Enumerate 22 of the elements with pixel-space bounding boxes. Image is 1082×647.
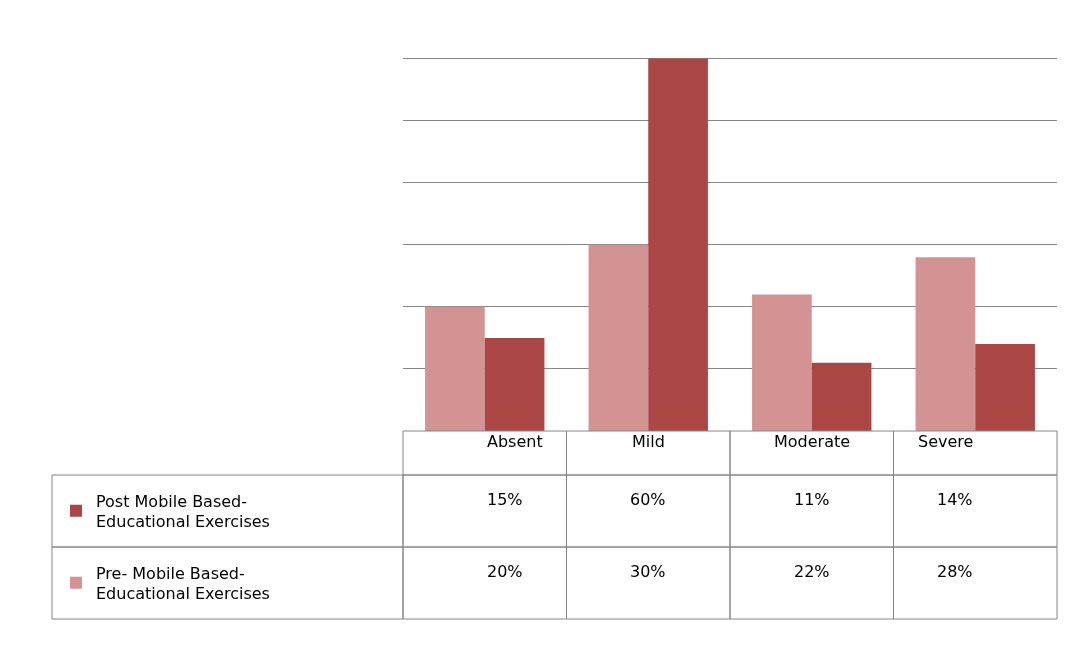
data-label: 11%: [794, 490, 830, 509]
data-label: 14%: [937, 490, 973, 509]
legend-label: Post Mobile Based-Educational Exercises: [96, 491, 270, 532]
x-tick-label: Absent: [487, 432, 543, 451]
bar: [588, 244, 649, 431]
legend-label: Pre- Mobile Based-Educational Exercises: [96, 563, 270, 604]
data-label: 20%: [487, 562, 523, 581]
bar: [425, 306, 485, 431]
x-tick-label: Mild: [632, 432, 665, 451]
bar: [648, 58, 708, 431]
data-label: 22%: [794, 562, 830, 581]
x-tick-label: Severe: [918, 432, 974, 451]
bar: [752, 294, 812, 431]
data-label: 15%: [487, 490, 523, 509]
bar: [811, 362, 872, 431]
data-label: 30%: [630, 562, 666, 581]
bar: [915, 257, 976, 431]
data-label: 60%: [630, 490, 666, 509]
x-tick-label: Moderate: [774, 432, 851, 451]
bar: [975, 344, 1035, 431]
bar: [484, 337, 545, 431]
data-label: 28%: [937, 562, 973, 581]
